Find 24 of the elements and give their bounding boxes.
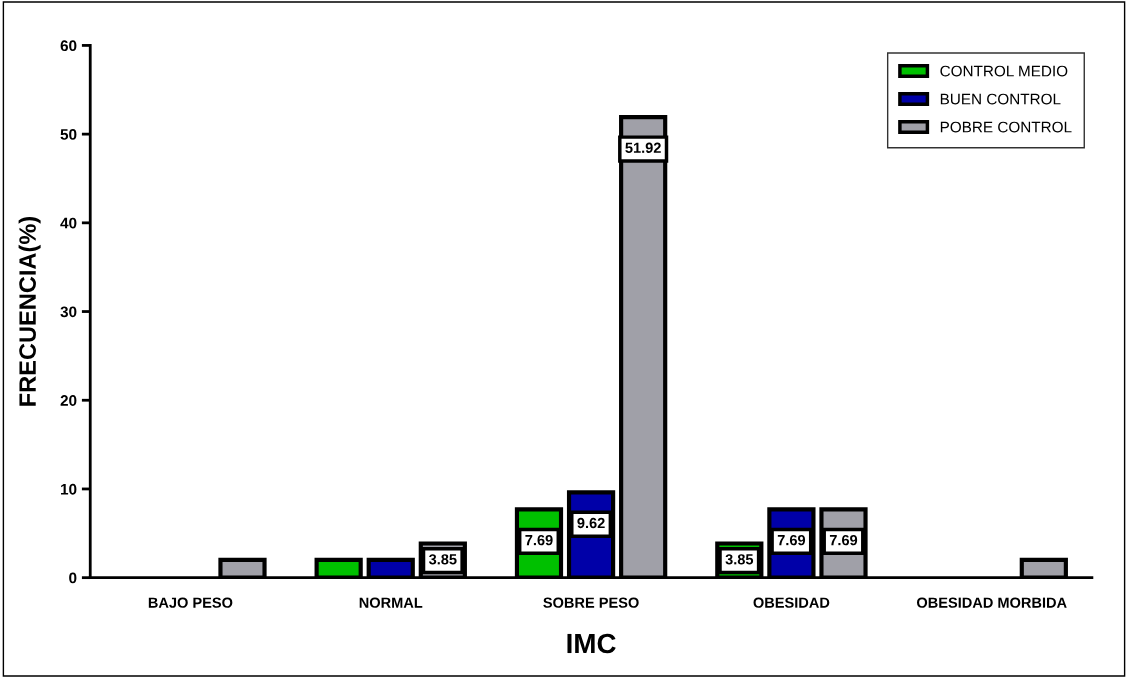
data-label: 7.69 — [777, 534, 806, 546]
y-tick-label: 20 — [60, 395, 77, 406]
y-tick-label: 0 — [69, 572, 77, 584]
data-label: 7.69 — [829, 534, 858, 546]
x-tick-label: SOBRE PESO — [543, 597, 639, 608]
data-label: 7.69 — [525, 534, 553, 546]
x-tick-label: BAJO PESO — [148, 597, 233, 608]
y-axis-title: FRECUENCIA(%) — [18, 216, 41, 406]
x-tick-label: NORMAL — [359, 597, 423, 608]
y-tick-label: 10 — [61, 483, 77, 495]
x-axis-title: IMC — [567, 633, 616, 654]
y-tick-label: 60 — [60, 40, 77, 52]
data-label: 9.62 — [577, 517, 605, 529]
x-tick-label: OBESIDAD MORBIDA — [916, 597, 1067, 608]
y-tick-label: 40 — [60, 217, 77, 229]
legend-label: POBRE CONTROL — [940, 121, 1072, 133]
y-tick-label: 50 — [60, 129, 77, 140]
y-tick-label: 30 — [60, 306, 77, 318]
data-label: 3.85 — [725, 554, 754, 565]
legend-label: CONTROL MEDIO — [940, 65, 1068, 77]
data-label: 51.92 — [625, 142, 661, 153]
legend-label: BUEN CONTROL — [940, 93, 1061, 105]
x-tick-label: OBESIDAD — [753, 597, 830, 608]
data-label: 3.85 — [428, 554, 457, 565]
